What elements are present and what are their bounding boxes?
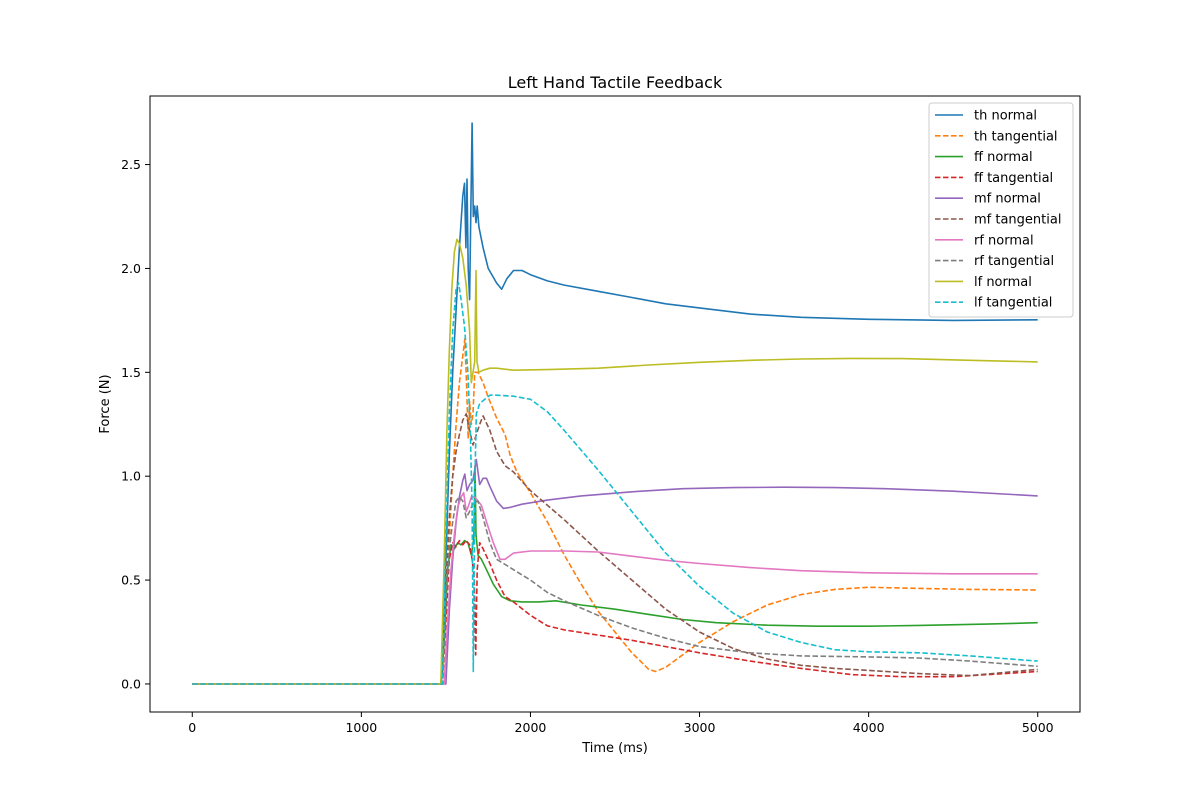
legend-label: mf normal xyxy=(974,192,1041,207)
legend-label: mf tangential xyxy=(974,213,1061,228)
plot-area-frame xyxy=(149,95,1081,713)
x-tick-label: 5000 xyxy=(1022,720,1054,735)
series-line-ff-tangential xyxy=(192,539,1038,685)
x-tick-label: 3000 xyxy=(684,720,716,735)
series-line-mf-tangential xyxy=(192,413,1038,685)
y-axis-label: Force (N) xyxy=(98,374,113,433)
series-line-mf-normal xyxy=(192,458,1038,685)
y-tick-label: 1.0 xyxy=(121,469,141,484)
y-axis: 0.0 0.5 1.0 1.5 2.0 2.5 xyxy=(121,157,150,691)
x-axis: 0 1000 2000 3000 4000 5000 xyxy=(188,712,1054,735)
legend-label: ff tangential xyxy=(974,171,1053,186)
chart-title: Left Hand Tactile Feedback xyxy=(508,73,723,92)
legend-label: rf normal xyxy=(974,233,1034,248)
x-tick-label: 2000 xyxy=(515,720,547,735)
y-tick-label: 2.0 xyxy=(121,261,141,276)
series-line-rf-tangential xyxy=(192,496,1038,685)
series-line-th-tangential xyxy=(192,338,1038,685)
legend: th normal th tangential ff normal ff tangen… xyxy=(928,102,1074,318)
x-tick-label: 1000 xyxy=(345,720,377,735)
series-lines xyxy=(192,122,1038,685)
series-line-lf-normal xyxy=(192,238,1038,685)
x-tick-label: 0 xyxy=(188,720,196,735)
legend-label: th normal xyxy=(974,109,1037,124)
x-axis-label: Time (ms) xyxy=(581,741,648,756)
legend-label: lf tangential xyxy=(974,296,1052,311)
series-line-ff-normal xyxy=(192,465,1038,685)
series-line-rf-normal xyxy=(192,492,1038,685)
x-tick-label: 4000 xyxy=(853,720,885,735)
legend-label: th tangential xyxy=(974,129,1058,144)
legend-box xyxy=(928,102,1074,318)
y-tick-label: 0.0 xyxy=(121,676,141,691)
legend-label: rf tangential xyxy=(974,254,1054,269)
legend-label: ff normal xyxy=(974,150,1033,165)
series-line-th-normal xyxy=(192,122,1038,685)
y-tick-label: 0.5 xyxy=(121,573,141,588)
series-line-lf-tangential xyxy=(192,282,1038,685)
legend-label: lf normal xyxy=(974,275,1032,290)
y-tick-label: 1.5 xyxy=(121,365,141,380)
y-tick-label: 2.5 xyxy=(121,157,141,172)
